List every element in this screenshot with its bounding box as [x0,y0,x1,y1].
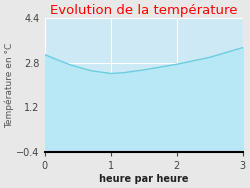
X-axis label: heure par heure: heure par heure [99,174,188,184]
Y-axis label: Température en °C: Température en °C [4,42,14,128]
Title: Evolution de la température: Evolution de la température [50,4,238,17]
